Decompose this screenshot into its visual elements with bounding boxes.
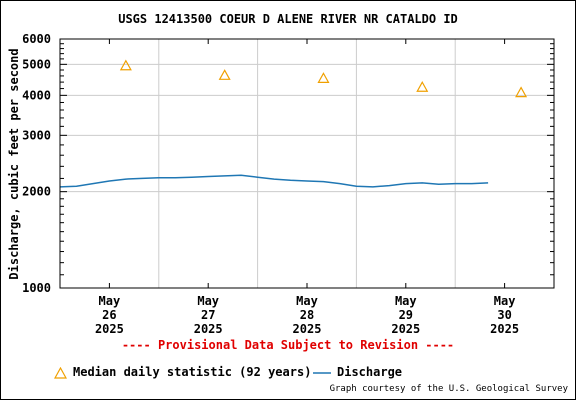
median-marker <box>317 72 330 83</box>
x-tick-label: May <box>395 294 417 308</box>
legend-item-median: Median daily statistic (92 years) <box>54 365 311 379</box>
y-tick-label: 6000 <box>22 32 51 46</box>
y-tick-label: 1000 <box>22 281 51 295</box>
x-tick-label: May <box>197 294 219 308</box>
x-tick-label: 29 <box>399 308 413 322</box>
x-tick-label: May <box>296 294 318 308</box>
x-tick-label: 2025 <box>95 322 124 336</box>
x-tick-label: 26 <box>102 308 116 322</box>
x-tick-label: May <box>99 294 121 308</box>
triangle-marker-icon <box>54 366 67 379</box>
credit-text: Graph courtesy of the U.S. Geological Su… <box>329 384 568 394</box>
median-marker <box>218 69 231 80</box>
x-tick-label: 2025 <box>293 322 322 336</box>
y-tick-label: 2000 <box>22 185 51 199</box>
median-marker <box>119 59 132 71</box>
x-tick-label: 2025 <box>391 322 420 336</box>
median-marker <box>515 86 528 98</box>
plot-border <box>59 38 555 289</box>
x-tick-label: 30 <box>497 308 511 322</box>
x-tick-label: May <box>494 294 516 308</box>
legend-item-discharge: Discharge <box>313 365 402 379</box>
legend-label-median: Median daily statistic (92 years) <box>73 365 312 379</box>
plot-area <box>60 39 554 288</box>
median-marker <box>416 81 429 92</box>
provisional-note: ---- Provisional Data Subject to Revisio… <box>121 338 455 352</box>
x-tick-label: 28 <box>300 308 314 322</box>
legend-label-discharge: Discharge <box>337 365 403 379</box>
x-tick-label: 27 <box>201 308 215 322</box>
line-marker-icon <box>313 371 331 374</box>
y-tick-label: 4000 <box>22 88 51 102</box>
x-tick-label: 2025 <box>194 322 223 336</box>
chart-title: USGS 12413500 COEUR D ALENE RIVER NR CAT… <box>118 12 458 26</box>
discharge-line <box>59 174 489 188</box>
y-tick-label: 5000 <box>22 57 51 71</box>
x-tick-label: 2025 <box>490 322 519 336</box>
y-tick-label: 3000 <box>22 128 51 142</box>
